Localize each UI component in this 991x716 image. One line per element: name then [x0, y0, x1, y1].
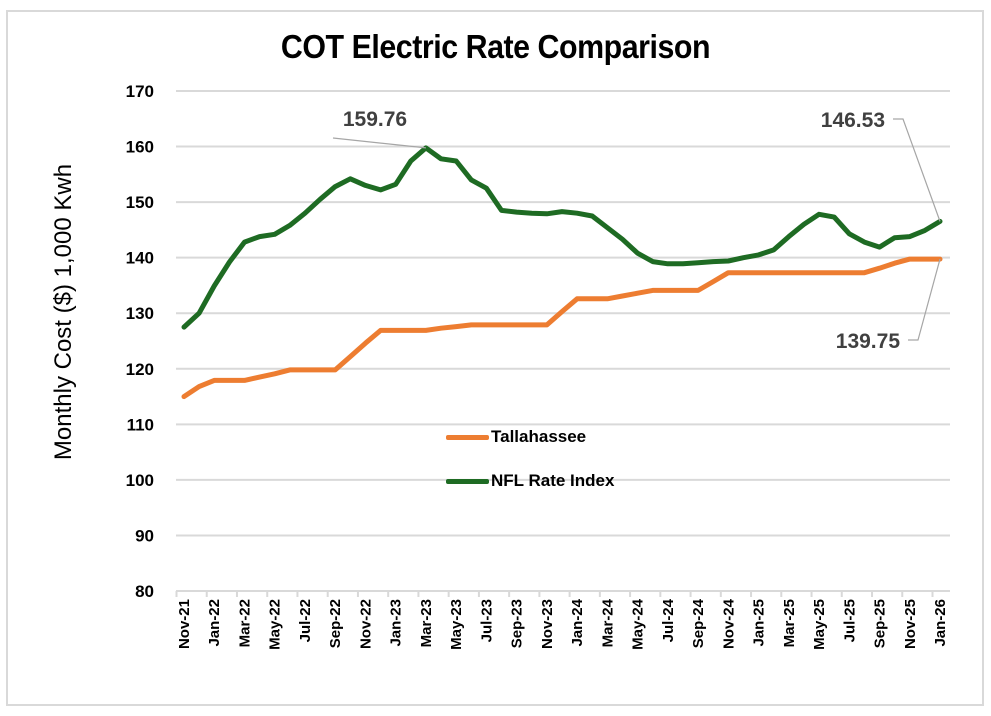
series-line-nfl-rate-index [181, 145, 943, 330]
data-label-leader [332, 137, 426, 149]
x-tick-label: Jul-23 [478, 599, 495, 642]
x-tick-label: Sep-24 [690, 598, 707, 648]
x-tick-label: May-23 [448, 599, 465, 650]
gridlines [176, 90, 950, 537]
x-tick-label: May-25 [811, 599, 828, 650]
x-tick-label: Jan-25 [751, 599, 768, 647]
data-label: 139.75 [836, 330, 901, 353]
x-tick-label: Jan-23 [388, 599, 405, 647]
y-tick-label: 160 [126, 138, 154, 157]
y-tick-label: 120 [126, 360, 154, 379]
x-tick-label: Mar-22 [236, 599, 253, 647]
legend-item-tallahassee: Tallahassee [446, 426, 614, 448]
x-tick-label: Sep-22 [327, 599, 344, 648]
y-tick-label: 90 [135, 526, 154, 545]
data-labels: 159.76 146.53 139.75 [332, 108, 941, 353]
y-tick-label: 100 [126, 471, 154, 490]
x-tick-label: Jul-25 [841, 599, 858, 642]
data-label-leader [908, 258, 941, 341]
x-axis [175, 590, 950, 597]
series-lines [181, 145, 943, 400]
y-tick-label: 170 [126, 82, 154, 101]
chart-title: COT Electric Rate Comparison [280, 28, 711, 65]
series-line-tallahassee [181, 256, 943, 400]
x-tick-label: Nov-22 [357, 599, 374, 649]
x-tick-label: Sep-25 [872, 599, 889, 648]
x-tick-label: Nov-25 [902, 599, 919, 649]
x-tick-label: Nov-21 [176, 599, 193, 649]
x-tick-label: Jul-22 [297, 599, 314, 642]
x-tick-label: Nov-23 [539, 599, 556, 649]
x-tick-label: Jan-24 [569, 598, 586, 646]
legend-item-nfl-rate-index: NFL Rate Index [446, 470, 614, 492]
x-tick-label: May-22 [267, 599, 284, 650]
y-tick-label: 150 [126, 193, 154, 212]
data-label: 146.53 [821, 109, 885, 132]
y-tick-label: 140 [126, 249, 154, 268]
data-label: 159.76 [343, 108, 407, 131]
x-tick-label: Jul-24 [660, 598, 677, 642]
x-tick-label: Mar-23 [418, 599, 435, 647]
x-tick-label: Jan-26 [932, 599, 949, 647]
legend-swatch-nfl-rate-index [446, 478, 489, 484]
y-axis-ticks: 80 90 100 110 120 130 140 150 160 170 [126, 82, 154, 601]
x-tick-label: Sep-23 [509, 599, 526, 648]
y-tick-label: 80 [135, 582, 154, 601]
y-tick-label: 110 [127, 415, 154, 434]
y-tick-label: 130 [126, 304, 154, 323]
x-tick-label: May-24 [630, 598, 647, 650]
legend: Tallahassee NFL Rate Index [446, 426, 614, 514]
legend-label-nfl-rate-index: NFL Rate Index [491, 471, 615, 490]
x-tick-label: Nov-24 [720, 598, 737, 649]
x-tick-label: Mar-25 [781, 599, 798, 647]
x-axis-ticks: Nov-21 Jan-22 Mar-22 May-22 Jul-22 Sep-22 Nov-… [176, 598, 949, 650]
data-label-leader [893, 118, 941, 222]
x-tick-label: Mar-24 [599, 598, 616, 647]
legend-label-tallahassee: Tallahassee [491, 427, 587, 446]
legend-swatch-tallahassee [446, 434, 489, 440]
x-tick-label: Jan-22 [206, 599, 223, 647]
